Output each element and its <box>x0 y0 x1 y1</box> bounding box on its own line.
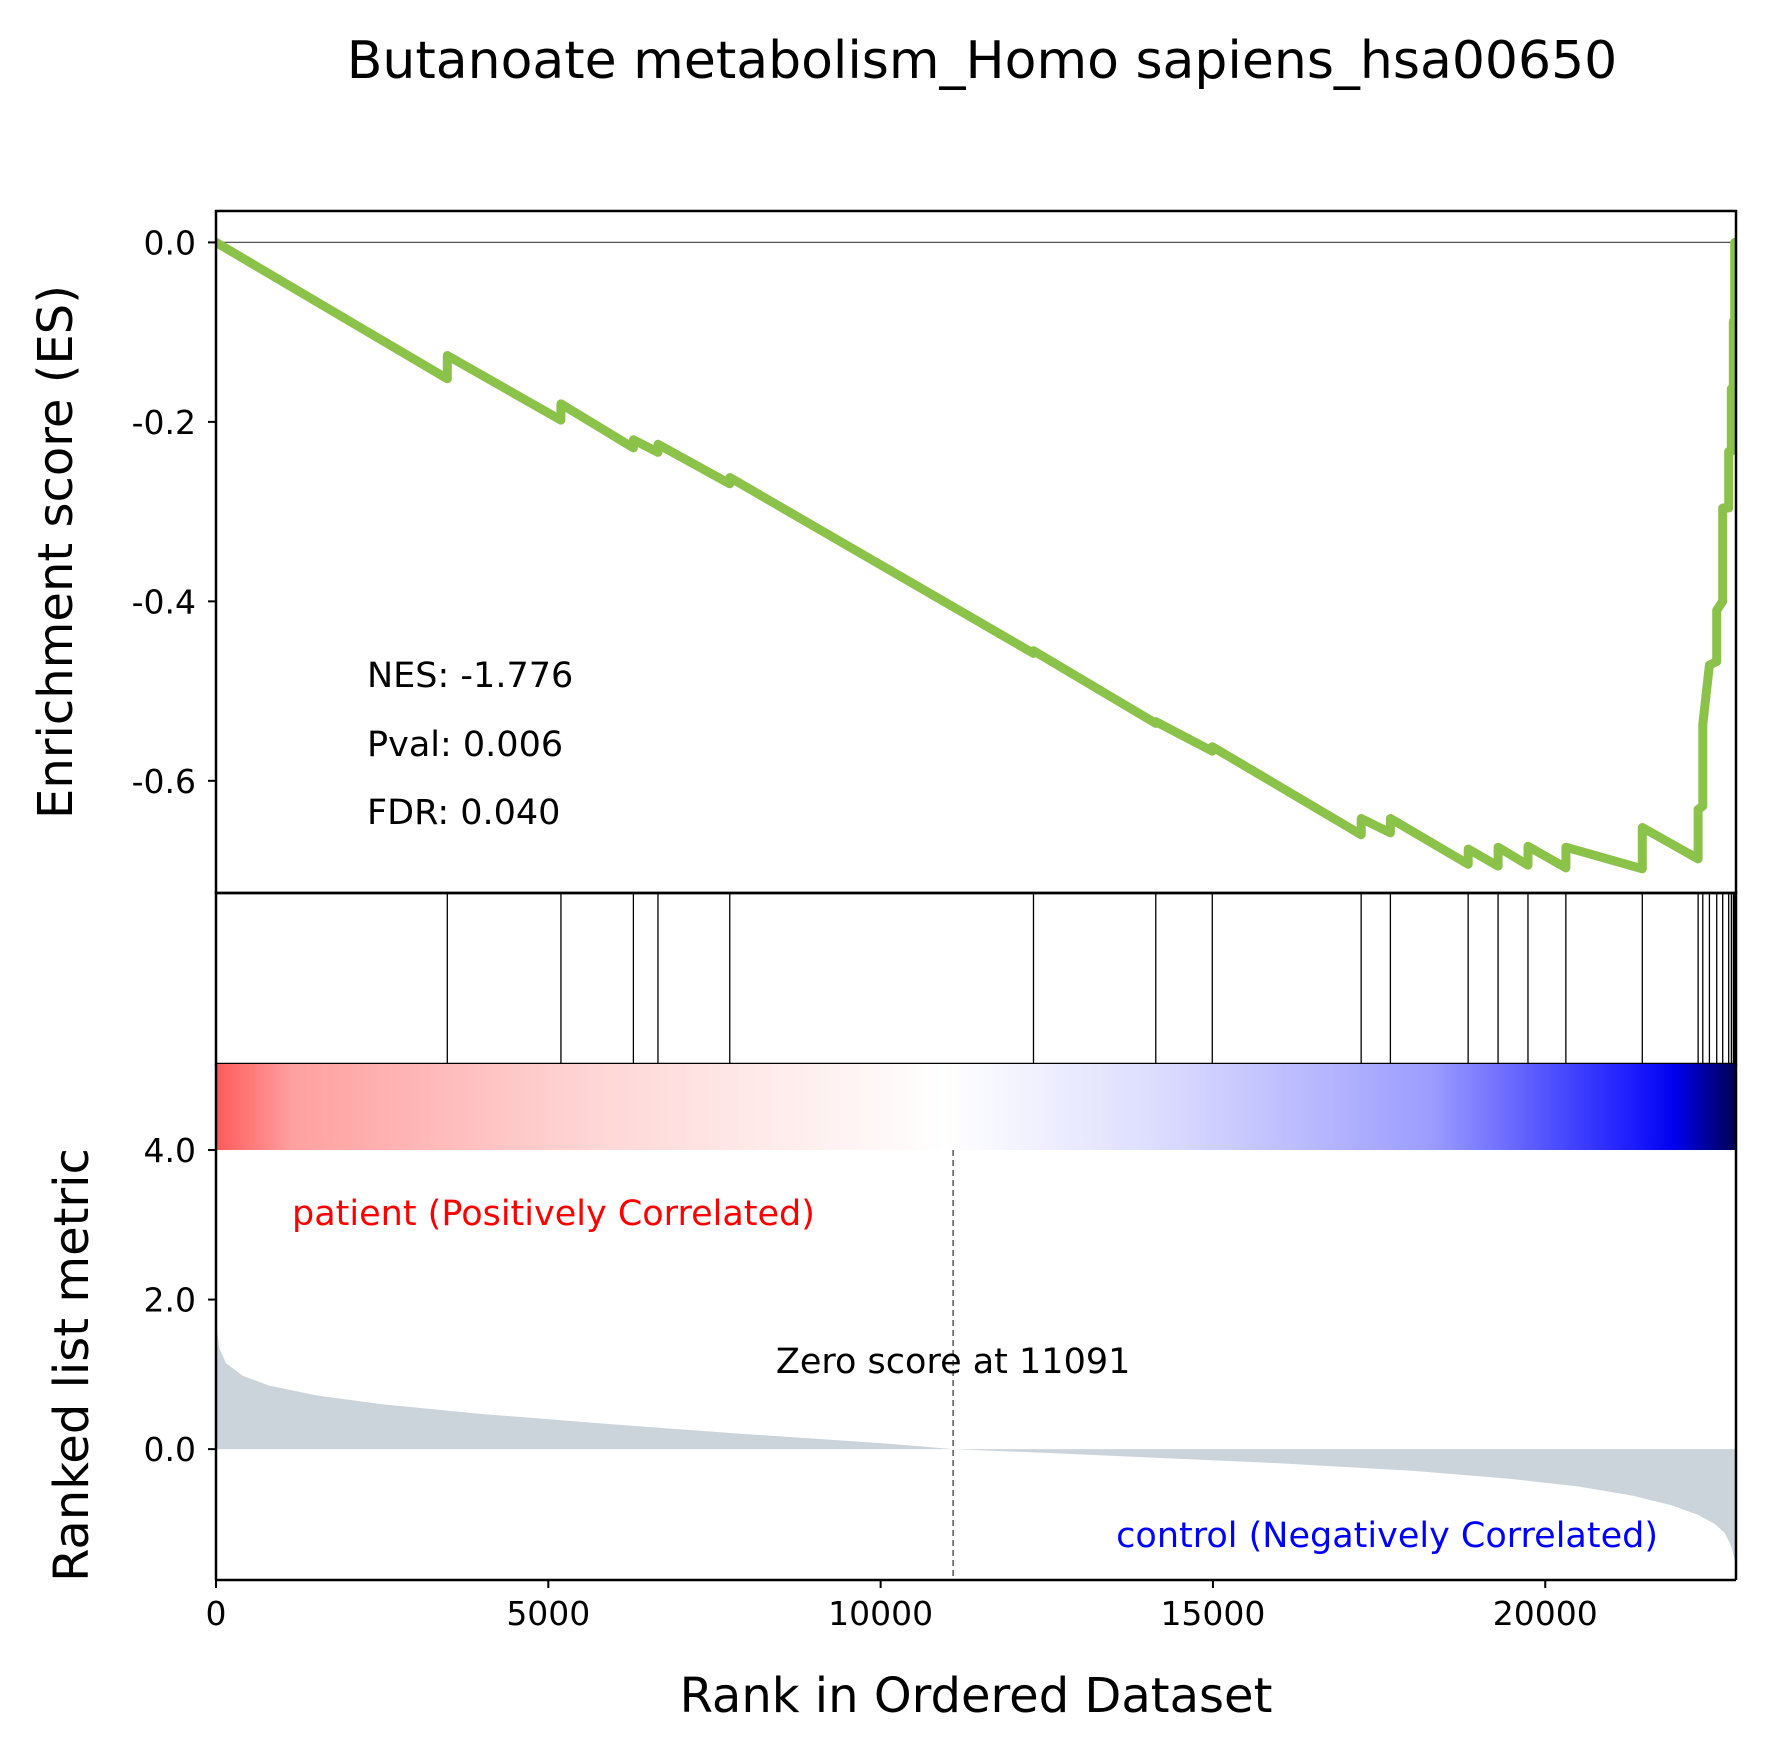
chart-title: Butanoate metabolism_Homo sapiens_hsa006… <box>347 31 1618 91</box>
x-tick-label: 5000 <box>506 1594 590 1633</box>
es-y-tick-label: -0.2 <box>132 403 196 442</box>
hit-lines <box>446 893 1736 1064</box>
es-y-tick-label: -0.6 <box>132 762 196 801</box>
negative-correlation-label: control (Negatively Correlated) <box>1116 1516 1658 1556</box>
x-tick-label: 10000 <box>828 1594 933 1633</box>
stat-nes: NES: -1.776 <box>367 656 573 696</box>
metric-y-tick-label: 0.0 <box>144 1430 196 1469</box>
metric-y-tick-label: 4.0 <box>144 1131 196 1170</box>
zero-score-label: Zero score at 11091 <box>776 1342 1130 1382</box>
stat-pval: Pval: 0.006 <box>367 725 563 765</box>
ranked-metric-area <box>216 1322 1736 1565</box>
es-y-axis-label: Enrichment score (ES) <box>28 285 84 819</box>
enrichment-score-panel: 0.0 -0.2 -0.4 -0.6 Enrichment score (ES) NE… <box>28 209 1738 895</box>
es-y-tick-label: -0.4 <box>132 582 196 621</box>
x-axis: 0 5000 10000 15000 20000 <box>206 1580 1598 1633</box>
stat-fdr: FDR: 0.040 <box>367 793 560 833</box>
metric-y-tick-label: 2.0 <box>144 1281 196 1320</box>
hits-panel-frame <box>214 891 1738 1066</box>
es-series-line <box>216 237 1736 874</box>
es-y-axis: 0.0 -0.2 -0.4 -0.6 <box>132 223 216 801</box>
positive-correlation-label: patient (Positively Correlated) <box>292 1194 815 1234</box>
rank-colorbar <box>216 1064 1736 1150</box>
x-tick-label: 15000 <box>1160 1594 1265 1633</box>
es-y-tick-label: 0.0 <box>144 223 196 262</box>
metric-y-axis: 4.0 2.0 0.0 <box>144 1131 216 1469</box>
metric-y-axis-label: Ranked list metric <box>44 1148 100 1582</box>
x-tick-label: 20000 <box>1493 1594 1598 1633</box>
gene-hits-panel <box>214 891 1738 1066</box>
x-axis-label: Rank in Ordered Dataset <box>680 1668 1273 1724</box>
ranked-metric-panel: Zero score at 11091 patient (Positively … <box>44 1131 1738 1582</box>
es-panel-frame <box>214 209 1738 895</box>
x-tick-label: 0 <box>206 1594 227 1633</box>
